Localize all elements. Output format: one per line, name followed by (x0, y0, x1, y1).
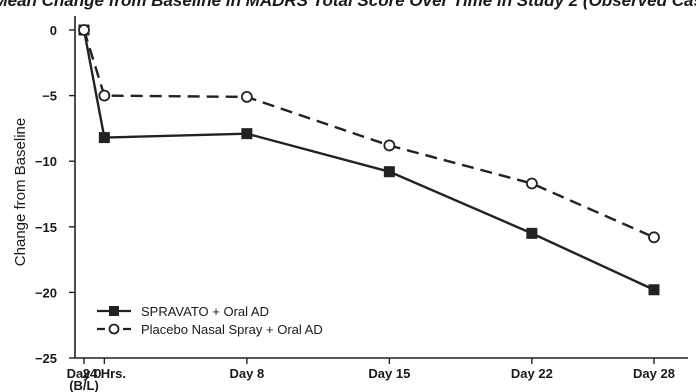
y-tick-label: −20 (35, 285, 57, 300)
series-1 (78, 24, 660, 296)
data-point-circle (78, 24, 90, 36)
data-point-circle (525, 177, 538, 190)
y-tick-label: 0 (50, 23, 57, 38)
axes: 0 −5 −10 −15 −20 −25 Day 0 (B/L)24 Hrs. Day 8 Day… (35, 16, 688, 392)
legend-marker-circle (108, 323, 120, 335)
series-layer (78, 24, 660, 296)
data-point-square (526, 227, 538, 239)
data-point-square (98, 132, 110, 144)
x-tick-label: Day 8 (230, 366, 265, 381)
data-point-circle (240, 91, 253, 103)
legend-label: SPRAVATO + Oral AD (141, 304, 269, 319)
legend-item: SPRAVATO + Oral AD (97, 304, 269, 319)
data-point-circle (383, 139, 396, 152)
legend-marker-square (109, 306, 119, 316)
x-tick-label: Day 15 (368, 366, 410, 381)
chart-title: Least Squares Mean Change from Baseline … (0, 0, 696, 10)
legend: SPRAVATO + Oral AD Placebo Nasal Spray + … (97, 304, 323, 337)
y-tick-label: −5 (42, 89, 57, 104)
data-point-square (241, 128, 253, 140)
data-point-circle (648, 231, 660, 244)
y-tick-label: −15 (35, 220, 57, 235)
data-point-circle (98, 89, 111, 102)
data-point-square (383, 166, 395, 178)
x-tick-label: Day 0 (B/L) (67, 366, 102, 392)
y-tick-label: −25 (35, 351, 57, 366)
x-tick-label: Day 28 (633, 366, 675, 381)
x-tick-label: 24 Hrs. (83, 366, 126, 381)
legend-item: Placebo Nasal Spray + Oral AD (97, 322, 323, 337)
series-line (82, 29, 655, 291)
series-2 (78, 24, 660, 244)
data-point-square (648, 284, 660, 296)
legend-label: Placebo Nasal Spray + Oral AD (141, 322, 323, 337)
series-line (82, 29, 655, 239)
y-tick-label: −10 (35, 154, 57, 169)
x-tick-label: Day 22 (511, 366, 553, 381)
y-axis-title: Change from Baseline (12, 118, 29, 266)
